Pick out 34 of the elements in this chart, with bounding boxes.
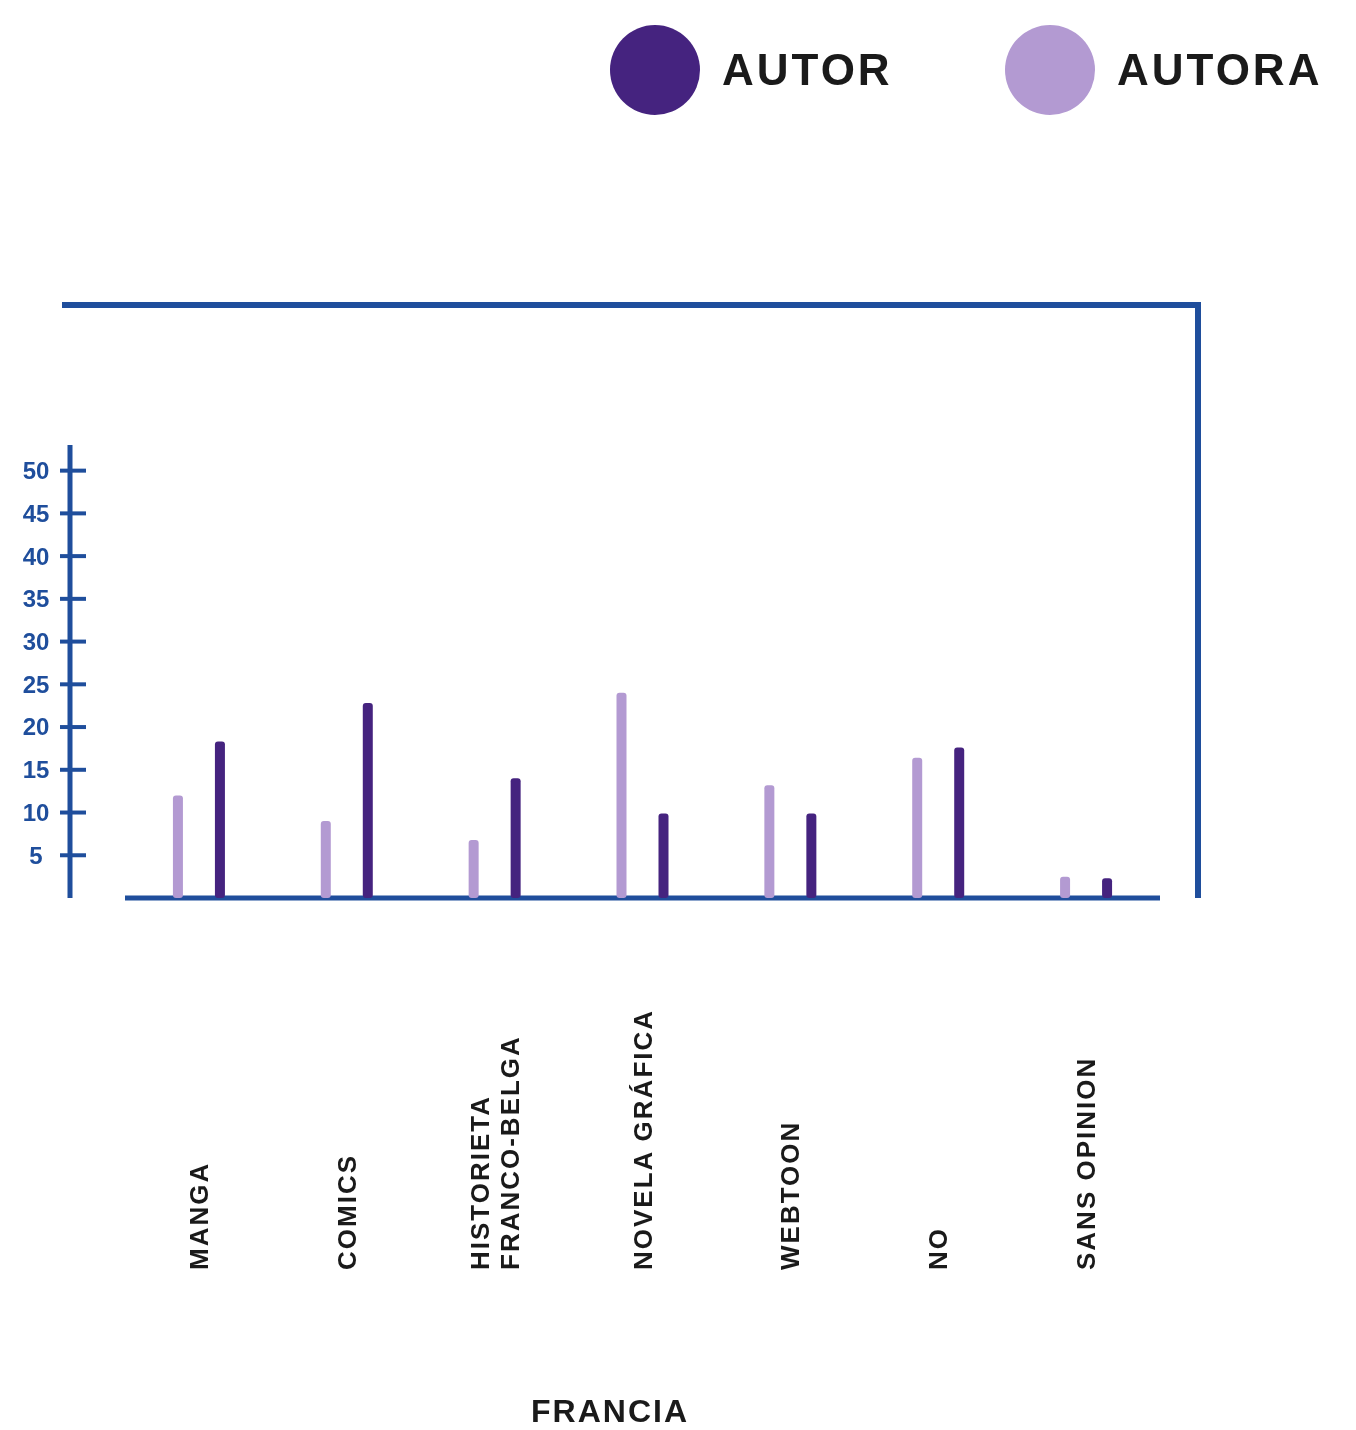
y-tick-label: 20 [22, 713, 50, 741]
y-tick-label: 45 [22, 499, 50, 527]
y-tick-label: 15 [22, 756, 50, 784]
bar [658, 813, 669, 898]
y-tick-label: 30 [22, 627, 50, 655]
y-tick-label: 35 [22, 585, 50, 613]
x-tick-label: NO [923, 1227, 954, 1270]
bar [1102, 878, 1113, 898]
x-tick-label: SANS OPINION [1071, 1056, 1102, 1270]
y-tick-label: 5 [29, 841, 43, 869]
bar [954, 747, 965, 898]
y-tick-label: 40 [22, 542, 50, 570]
x-tick-label: COMICS [331, 1154, 362, 1270]
bar [616, 692, 627, 898]
bar [362, 703, 373, 898]
bar [764, 785, 775, 898]
bar [214, 741, 225, 898]
bar [806, 813, 817, 898]
bar [912, 757, 923, 898]
legend-label: AUTORA [1117, 45, 1323, 95]
x-tick-label: WEBTOON [775, 1120, 806, 1270]
bar [510, 778, 521, 898]
legend-label: AUTOR [722, 45, 893, 95]
x-tick-label: NOVELA GRÁFICA [627, 1008, 658, 1270]
x-tick-label: MANGA [183, 1161, 214, 1270]
bar [468, 839, 479, 898]
bar [172, 795, 183, 898]
y-tick-label: 50 [22, 457, 50, 485]
y-tick-label: 10 [22, 798, 50, 826]
y-tick-label: 25 [22, 670, 50, 698]
x-axis-title: FRANCIA [531, 1393, 689, 1429]
x-tick-label: HISTORIETA FRANCO-BELGA [464, 1035, 525, 1270]
bar [1060, 876, 1071, 898]
bar [320, 821, 331, 898]
